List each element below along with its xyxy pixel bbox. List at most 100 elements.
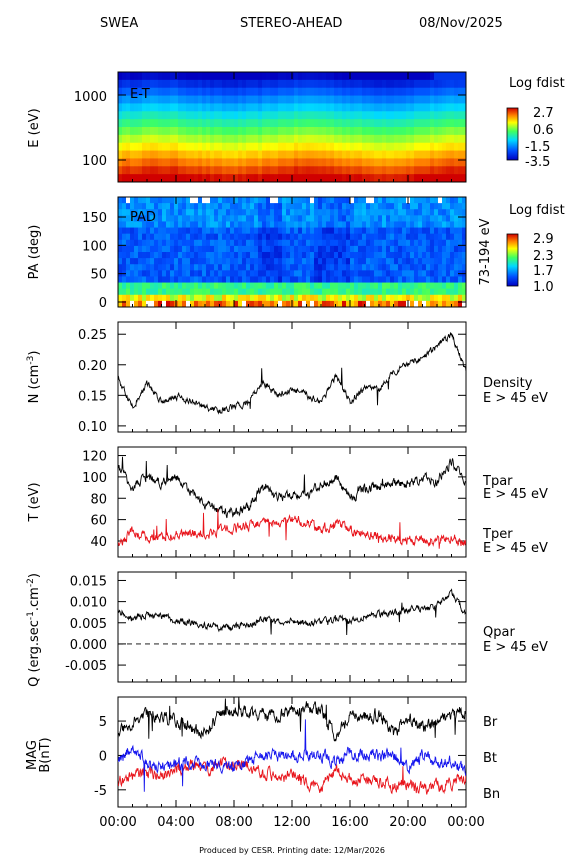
et-cell: [186, 166, 191, 175]
et-cell: [370, 87, 375, 97]
pad-cell: [454, 264, 459, 271]
pad-cell: [310, 276, 315, 284]
et-cell: [170, 158, 175, 167]
pad-cell: [358, 227, 363, 235]
et-cell: [402, 79, 407, 89]
pad-cell: [138, 239, 143, 247]
pad-cell: [354, 233, 359, 241]
pad-cell: [274, 239, 279, 247]
et-cell: [370, 142, 375, 152]
et-cell: [374, 142, 379, 152]
pad-cell: [454, 215, 459, 223]
et-cell: [350, 79, 355, 89]
pad-cell: [330, 252, 335, 259]
pad-cell: [350, 245, 355, 253]
pad-cell: [210, 252, 215, 259]
pad-cell: [458, 258, 463, 265]
et-cell: [382, 174, 387, 182]
pad-cell: [126, 215, 131, 223]
et-cell: [338, 174, 343, 182]
pad-cell: [170, 209, 175, 216]
et-cell: [162, 166, 167, 175]
et-cell: [322, 134, 327, 144]
pad-cell: [318, 197, 323, 204]
et-cell: [130, 174, 135, 182]
pad-cell: [282, 209, 287, 216]
pad-cell: [378, 203, 383, 210]
pad-cell: [302, 294, 307, 302]
pad-cell: [426, 215, 431, 223]
et-cell: [158, 134, 163, 144]
pad-cell: [130, 197, 135, 204]
pad-cell: [142, 252, 147, 259]
pad-cell: [382, 276, 387, 284]
et-cell: [294, 111, 299, 120]
pad-cell: [454, 294, 459, 302]
et-cell: [186, 103, 191, 112]
pad-cell: [430, 252, 435, 259]
et-cell: [242, 103, 247, 112]
pad-cell: [450, 239, 455, 247]
pad-cell: [446, 203, 451, 210]
pad-cell: [262, 197, 267, 204]
pad-cell: [202, 252, 207, 259]
pad-cell: [410, 197, 415, 204]
et-cell: [210, 142, 215, 152]
pad-cell: [122, 276, 127, 284]
pad-cell: [282, 288, 287, 296]
pad-cell: [410, 258, 415, 265]
density-ylabel: N (cm-3): [26, 351, 42, 404]
et-cell: [206, 95, 211, 105]
pad-cell: [234, 294, 239, 302]
et-cell: [122, 127, 127, 136]
pad-cell: [162, 252, 167, 259]
et-cell: [458, 72, 463, 81]
pad-cell: [302, 288, 307, 296]
pad-cell: [166, 294, 171, 302]
et-cell: [242, 174, 247, 182]
et-cell: [442, 95, 447, 105]
heatflux-series-group: [118, 588, 466, 636]
pad-cell: [318, 270, 323, 278]
pad-cell: [354, 258, 359, 265]
et-cell: [246, 111, 251, 120]
et-cell: [342, 103, 347, 112]
et-cell: [322, 72, 327, 81]
et-cell: [178, 87, 183, 97]
et-cell: [350, 72, 355, 81]
pad-cell: [230, 300, 235, 307]
et-cell: [354, 111, 359, 120]
et-cell: [254, 72, 259, 81]
et-cell: [386, 87, 391, 97]
pad-cell: [386, 203, 391, 210]
pad-cell: [222, 294, 227, 302]
pad-cell: [122, 264, 127, 271]
pad-cell: [250, 252, 255, 259]
et-cell: [118, 158, 123, 167]
pad-cell: [278, 221, 283, 229]
et-cell: [426, 134, 431, 144]
pad-cell: [374, 288, 379, 296]
pad-cell: [174, 215, 179, 223]
et-cell: [202, 72, 207, 81]
et-cell: [390, 174, 395, 182]
et-cell: [442, 174, 447, 182]
pad-cell: [434, 227, 439, 235]
et-cell: [310, 134, 315, 144]
et-cell: [310, 127, 315, 136]
et-cell: [218, 134, 223, 144]
et-cell: [450, 87, 455, 97]
pad-cell: [338, 233, 343, 241]
pad-cell: [158, 209, 163, 216]
density-series-group: [118, 332, 466, 415]
pad-cell: [294, 197, 299, 204]
et-cell: [306, 174, 311, 182]
pad-cell: [262, 209, 267, 216]
et-cell: [386, 72, 391, 81]
pad-cell: [422, 288, 427, 296]
et-cell: [210, 158, 215, 167]
pad-cell: [438, 276, 443, 284]
pad-cell: [122, 252, 127, 259]
pad-cell: [162, 270, 167, 278]
et-cell: [290, 142, 295, 152]
